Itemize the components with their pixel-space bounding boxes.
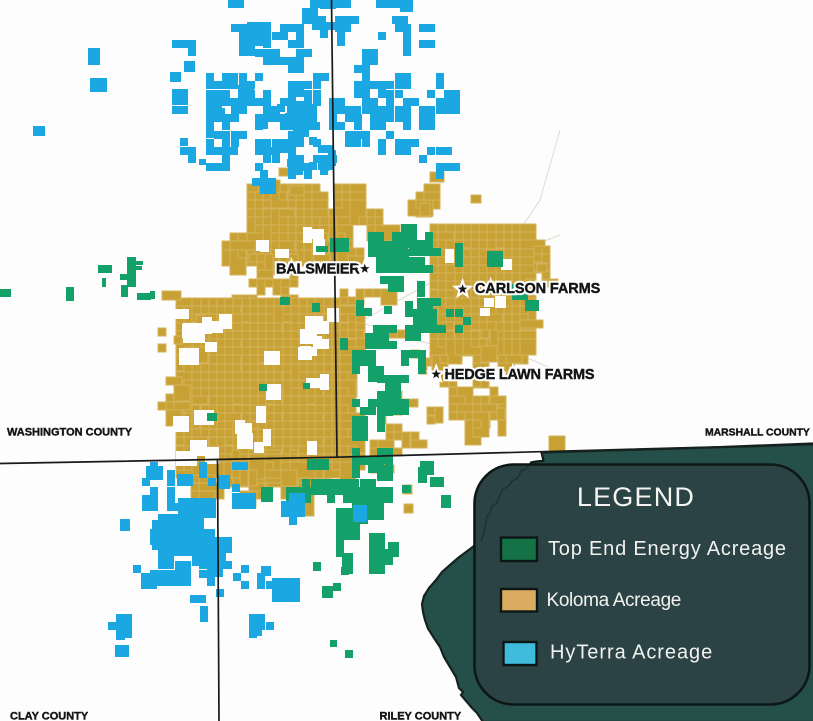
svg-text:HyTerra Acreage: HyTerra Acreage — [550, 642, 713, 664]
svg-text:RILEY COUNTY: RILEY COUNTY — [380, 711, 462, 721]
svg-text:BALSMEIER: BALSMEIER — [276, 262, 360, 278]
svg-text:MARSHALL COUNTY: MARSHALL COUNTY — [705, 427, 810, 438]
svg-text:MARSHALL COUNTY: MARSHALL COUNTY — [705, 427, 810, 438]
svg-text:CLAY COUNTY: CLAY COUNTY — [10, 711, 89, 721]
svg-text:WASHINGTON COUNTY: WASHINGTON COUNTY — [7, 426, 133, 438]
svg-text:BALSMEIER: BALSMEIER — [276, 262, 360, 278]
svg-text:HEDGE LAWN FARMS: HEDGE LAWN FARMS — [445, 367, 595, 383]
svg-text:Koloma Acreage: Koloma Acreage — [547, 590, 682, 611]
svg-text:Top End Energy Acreage: Top End Energy Acreage — [548, 538, 787, 560]
svg-text:CARLSON FARMS: CARLSON FARMS — [475, 281, 601, 297]
svg-text:CARLSON FARMS: CARLSON FARMS — [475, 281, 601, 297]
svg-text:CLAY COUNTY: CLAY COUNTY — [10, 711, 89, 721]
svg-text:HEDGE LAWN FARMS: HEDGE LAWN FARMS — [445, 367, 595, 383]
svg-text:WASHINGTON COUNTY: WASHINGTON COUNTY — [7, 426, 133, 438]
svg-text:LEGEND: LEGEND — [577, 482, 695, 512]
svg-text:RILEY COUNTY: RILEY COUNTY — [380, 711, 462, 721]
